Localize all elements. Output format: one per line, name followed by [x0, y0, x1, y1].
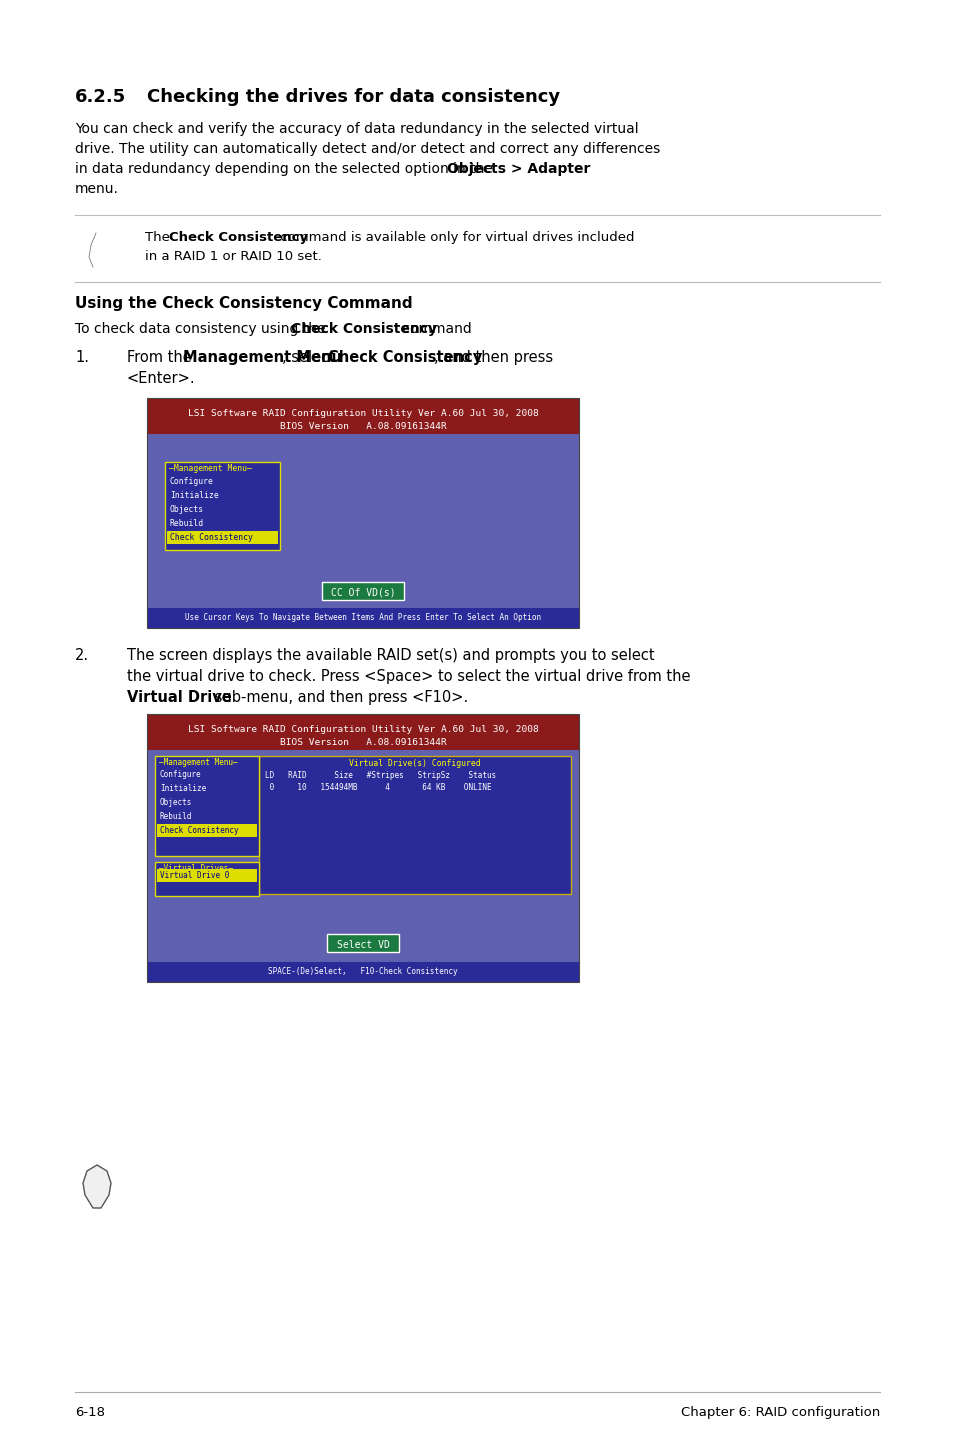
Bar [147, 715, 578, 751]
Text: LSI Software RAID Configuration Utility Ver A.60 Jul 30, 2008: LSI Software RAID Configuration Utility … [188, 725, 537, 733]
Text: Checking the drives for data consistency: Checking the drives for data consistency [147, 88, 559, 106]
Bar [147, 434, 578, 608]
Text: in a RAID 1 or RAID 10 set.: in a RAID 1 or RAID 10 set. [145, 250, 321, 263]
Bar [327, 935, 398, 952]
Text: BIOS Version   A.08.09161344R: BIOS Version A.08.09161344R [279, 421, 446, 431]
Bar [147, 751, 578, 962]
Bar [154, 861, 258, 896]
Bar [322, 582, 403, 600]
Text: command is available only for virtual drives included: command is available only for virtual dr… [275, 232, 634, 244]
Bar [165, 462, 280, 549]
Text: Configure: Configure [170, 477, 213, 486]
Text: in data redundancy depending on the selected option in the: in data redundancy depending on the sele… [75, 162, 497, 175]
Text: —Management Menu—: —Management Menu— [169, 464, 252, 473]
Text: 0     10   154494MB      4       64 KB    ONLINE: 0 10 154494MB 4 64 KB ONLINE [265, 784, 491, 792]
Text: Check Consistency: Check Consistency [291, 322, 436, 336]
Bar [147, 962, 578, 982]
Text: BIOS Version   A.08.09161344R: BIOS Version A.08.09161344R [279, 738, 446, 746]
Text: —Management Menu—: —Management Menu— [159, 758, 237, 766]
Text: 2.: 2. [75, 649, 89, 663]
Text: CC Of VD(s): CC Of VD(s) [331, 588, 395, 598]
Bar [157, 824, 256, 837]
Text: Use Cursor Keys To Navigate Between Items And Press Enter To Select An Option: Use Cursor Keys To Navigate Between Item… [185, 613, 540, 623]
Text: Check Consistency: Check Consistency [328, 349, 482, 365]
Text: Virtual Drive(s) Configured: Virtual Drive(s) Configured [349, 759, 480, 768]
Text: drive. The utility can automatically detect and/or detect and correct any differ: drive. The utility can automatically det… [75, 142, 659, 155]
Text: 1.: 1. [75, 349, 89, 365]
Text: <Enter>.: <Enter>. [127, 371, 195, 385]
Text: You can check and verify the accuracy of data redundancy in the selected virtual: You can check and verify the accuracy of… [75, 122, 638, 137]
Polygon shape [83, 1165, 111, 1208]
Text: Initialize: Initialize [170, 490, 218, 500]
Text: Using the Check Consistency Command: Using the Check Consistency Command [75, 296, 413, 311]
Text: LSI Software RAID Configuration Utility Ver A.60 Jul 30, 2008: LSI Software RAID Configuration Utility … [188, 408, 537, 418]
Text: From the: From the [127, 349, 196, 365]
Text: Objects: Objects [170, 505, 204, 513]
Text: , and then press: , and then press [434, 349, 553, 365]
Text: Management Menu: Management Menu [183, 349, 341, 365]
Text: Check Consistency: Check Consistency [160, 825, 238, 835]
Text: command: command [397, 322, 471, 336]
Text: Initialize: Initialize [160, 784, 206, 792]
Text: The screen displays the available RAID set(s) and prompts you to select: The screen displays the available RAID s… [127, 649, 654, 663]
Bar [154, 756, 258, 856]
Text: the virtual drive to check. Press <Space> to select the virtual drive from the: the virtual drive to check. Press <Space… [127, 669, 690, 684]
Text: 6-18: 6-18 [75, 1406, 105, 1419]
Text: sub-menu, and then press <F10>.: sub-menu, and then press <F10>. [210, 690, 468, 705]
Text: LD   RAID      Size   #Stripes   StripSz    Status: LD RAID Size #Stripes StripSz Status [265, 771, 496, 779]
Bar [147, 608, 578, 628]
Bar [258, 756, 571, 894]
Text: Select VD: Select VD [336, 939, 389, 949]
Text: Configure: Configure [160, 769, 201, 779]
Text: Check Consistency: Check Consistency [170, 533, 253, 542]
Bar [147, 398, 578, 434]
Text: Virtual Drive: Virtual Drive [127, 690, 232, 705]
Bar [147, 715, 578, 982]
Bar [147, 398, 578, 628]
Text: SPACE-(De)Select,   F10-Check Consistency: SPACE-(De)Select, F10-Check Consistency [268, 966, 457, 976]
Text: Rebuild: Rebuild [160, 812, 193, 821]
Text: Objects > Adapter: Objects > Adapter [447, 162, 590, 175]
Text: , select: , select [282, 349, 339, 365]
Text: Virtual Drive 0: Virtual Drive 0 [160, 871, 229, 880]
Text: Chapter 6: RAID configuration: Chapter 6: RAID configuration [680, 1406, 879, 1419]
Bar [157, 869, 256, 881]
Text: 6.2.5: 6.2.5 [75, 88, 126, 106]
Text: Rebuild: Rebuild [170, 519, 204, 528]
Text: To check data consistency using the: To check data consistency using the [75, 322, 330, 336]
Bar [167, 531, 277, 544]
Text: Check Consistency: Check Consistency [169, 232, 308, 244]
Text: The: The [145, 232, 174, 244]
Text: —Virtual Drives—: —Virtual Drives— [159, 864, 233, 873]
Text: menu.: menu. [75, 183, 119, 196]
Text: Objects: Objects [160, 798, 193, 807]
